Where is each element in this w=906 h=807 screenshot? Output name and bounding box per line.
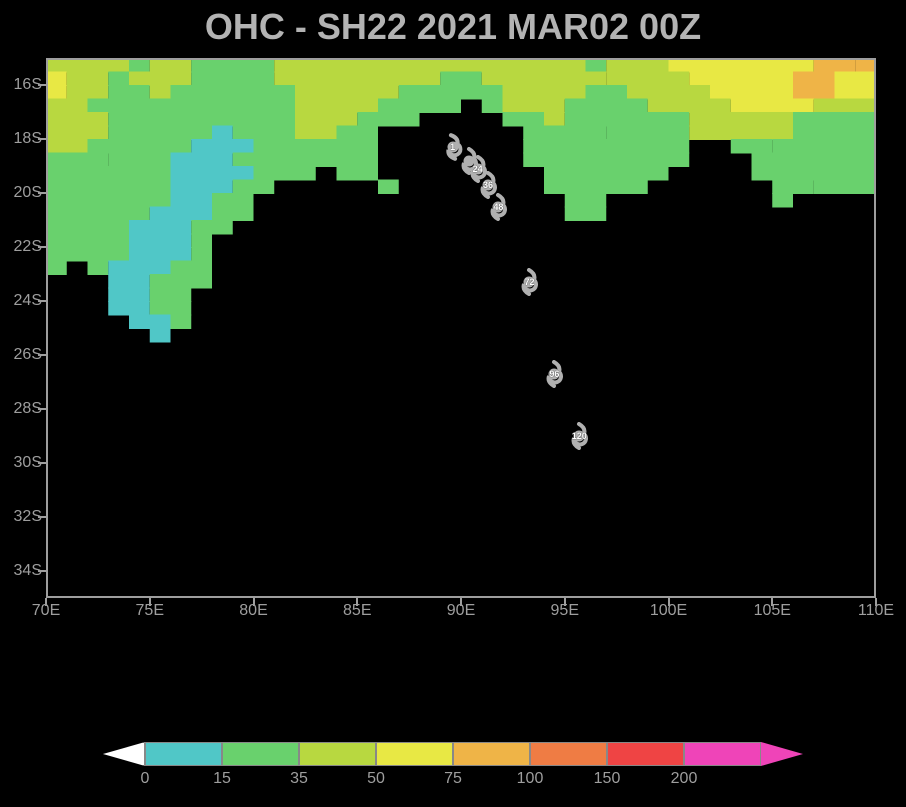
y-tick-mark: [38, 138, 46, 140]
x-tick-mark: [564, 598, 566, 606]
x-tick-mark: [253, 598, 255, 606]
colorbar-segment: [376, 742, 453, 766]
colorbar-tick-label: 100: [517, 770, 544, 788]
y-tick-mark: [38, 462, 46, 464]
colorbar-tick-label: 200: [671, 770, 698, 788]
cyclone-label: 72: [524, 277, 534, 287]
colorbar: [145, 742, 761, 766]
colorbar-tick-label: 0: [141, 770, 150, 788]
colorbar-tick-label: 75: [444, 770, 462, 788]
x-tick-mark: [460, 598, 462, 606]
y-tick-mark: [38, 516, 46, 518]
y-tick-mark: [38, 84, 46, 86]
colorbar-tick-label: 35: [290, 770, 308, 788]
x-tick-mark: [45, 598, 47, 606]
colorbar-segment: [222, 742, 299, 766]
colorbar-arrow-right: [761, 742, 803, 766]
x-tick-mark: [668, 598, 670, 606]
cyclone-label: 96: [549, 369, 559, 379]
colorbar-segment: [453, 742, 530, 766]
colorbar-tick-label: 50: [367, 770, 385, 788]
x-tick-mark: [875, 598, 877, 606]
x-tick-mark: [356, 598, 358, 606]
y-tick-mark: [38, 246, 46, 248]
y-tick-mark: [38, 354, 46, 356]
colorbar-segment: [607, 742, 684, 766]
colorbar-tick-label: 15: [213, 770, 231, 788]
chart-title: OHC - SH22 2021 MAR02 00Z: [0, 0, 906, 54]
y-tick-mark: [38, 408, 46, 410]
x-tick-mark: [771, 598, 773, 606]
cyclone-label: 48: [493, 202, 503, 212]
colorbar-segment: [299, 742, 376, 766]
colorbar-segment: [145, 742, 222, 766]
y-tick-mark: [38, 192, 46, 194]
cyclone-label: 36: [483, 180, 493, 190]
colorbar-segment: [684, 742, 761, 766]
y-tick-mark: [38, 570, 46, 572]
colorbar-tick-label: 150: [594, 770, 621, 788]
colorbar-segment: [530, 742, 607, 766]
cyclone-label: 120: [572, 431, 587, 441]
x-tick-mark: [149, 598, 151, 606]
y-tick-mark: [38, 300, 46, 302]
